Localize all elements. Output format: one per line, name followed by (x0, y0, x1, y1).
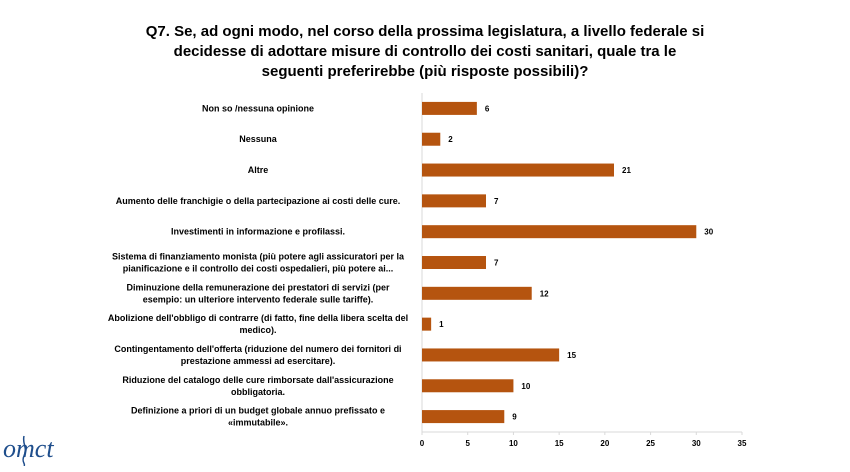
category-label: Nessuna (239, 134, 278, 144)
category-label-line: Non so /nessuna opinione (202, 103, 314, 113)
x-tick-label: 15 (555, 439, 564, 448)
category-label-line: Diminuzione della remunerazione dei pres… (126, 282, 390, 292)
category-label-line: Definizione a priori di un budget global… (131, 406, 385, 416)
bar (422, 132, 441, 146)
category-label-line: «immutabile». (228, 418, 288, 428)
bar (422, 225, 697, 239)
bar (422, 256, 486, 269)
category-label-line: prestazione ammessi ad esercitare). (181, 356, 336, 366)
data-label: 21 (622, 166, 631, 175)
bar (422, 163, 614, 177)
data-label: 6 (485, 104, 490, 113)
data-label: 1 (439, 320, 444, 329)
category-label: Non so /nessuna opinione (202, 103, 314, 113)
chart-title-line-2: decidesse di adottare misure di controll… (173, 43, 677, 60)
data-label: 9 (512, 413, 517, 422)
category-label-line: obbligatoria. (231, 387, 285, 397)
category-label: Contingentamento dell'offerta (riduzione… (114, 344, 401, 366)
category-label-line: pianificazione e il controllo dei costi … (123, 264, 394, 274)
chart-title: Q7. Se, ad ogni modo, nel corso della pr… (60, 22, 790, 82)
category-label: Definizione a priori di un budget global… (131, 406, 385, 428)
data-label: 15 (567, 351, 576, 360)
bar (422, 317, 432, 331)
x-tick-label: 0 (420, 439, 425, 448)
category-label: Altre (248, 165, 269, 175)
bar (422, 101, 477, 115)
x-tick-label: 5 (465, 439, 470, 448)
category-label-line: Altre (248, 165, 269, 175)
chart-title-line-3: seguenti preferirebbe (più risposte poss… (261, 63, 589, 80)
logo-text: omct (3, 434, 54, 463)
data-label: 7 (494, 197, 499, 206)
category-label-line: medico). (239, 325, 276, 335)
category-label-line: Abolizione dell'obbligo di contrarre (di… (108, 313, 408, 323)
x-tick-label: 35 (738, 439, 747, 448)
category-label-line: esempio: un ulteriore intervento federal… (143, 294, 374, 304)
chart-title-line-1: Q7. Se, ad ogni modo, nel corso della pr… (145, 23, 705, 40)
omct-logo: omct (3, 434, 54, 466)
bar (422, 194, 486, 208)
category-label: Aumento delle franchigie o della parteci… (116, 196, 401, 206)
x-tick-label: 10 (509, 439, 518, 448)
category-label-line: Nessuna (239, 134, 278, 144)
x-tick-label: 30 (692, 439, 701, 448)
data-label: 7 (494, 259, 499, 268)
bar (422, 286, 532, 300)
category-label: Sistema di finanziamento monista (più po… (112, 252, 405, 274)
bar (422, 410, 505, 424)
category-label-line: Sistema di finanziamento monista (più po… (112, 252, 405, 262)
bar (422, 379, 514, 393)
category-label: Investimenti in informazione e profilass… (171, 227, 345, 237)
x-tick-label: 20 (600, 439, 609, 448)
category-label: Abolizione dell'obbligo di contrarre (di… (108, 313, 408, 335)
data-label: 2 (448, 135, 453, 144)
data-label: 30 (704, 228, 713, 237)
data-label: 12 (540, 289, 549, 298)
category-label: Riduzione del catalogo delle cure rimbor… (122, 375, 393, 397)
x-tick-label: 25 (646, 439, 655, 448)
category-label: Diminuzione della remunerazione dei pres… (126, 282, 390, 304)
category-label-line: Aumento delle franchigie o della parteci… (116, 196, 401, 206)
category-label-line: Riduzione del catalogo delle cure rimbor… (122, 375, 393, 385)
data-label: 10 (521, 382, 530, 391)
category-label-line: Contingentamento dell'offerta (riduzione… (114, 344, 401, 354)
category-label-line: Investimenti in informazione e profilass… (171, 227, 345, 237)
bar (422, 348, 560, 362)
